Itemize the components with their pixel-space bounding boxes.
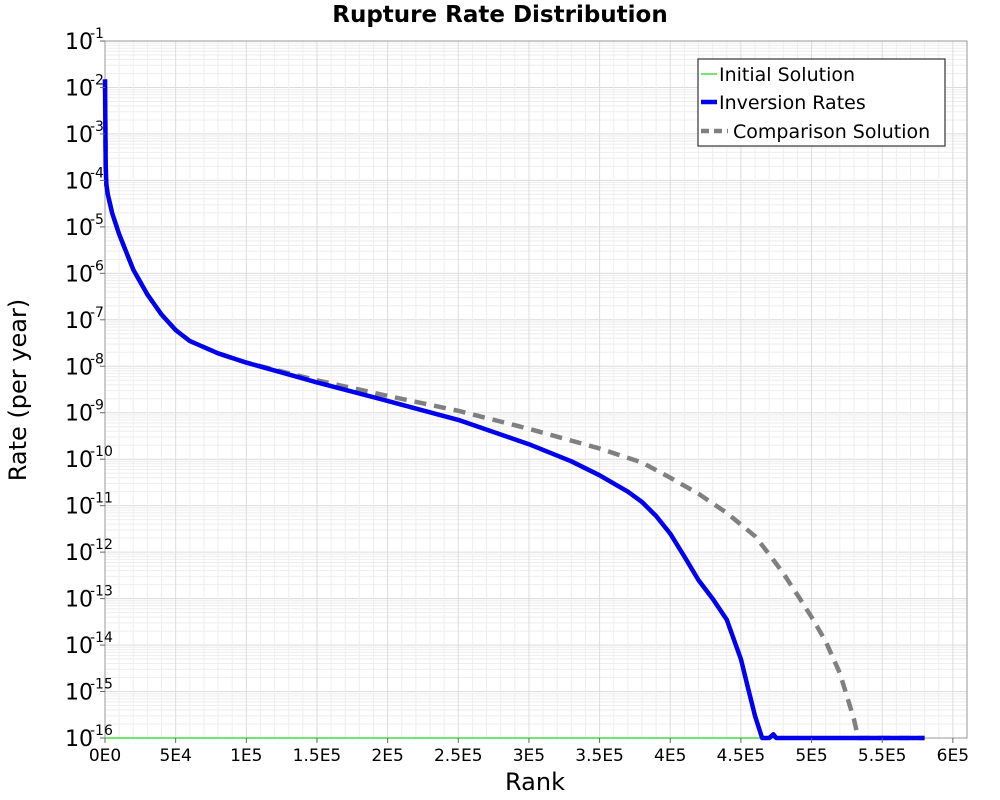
y-tick-exponent: -10 (90, 444, 113, 460)
y-tick-exponent: -8 (90, 351, 104, 367)
x-tick-label: 1E5 (230, 746, 262, 766)
y-axis-label: Rate (per year) (4, 299, 32, 481)
legend-label: Comparison Solution (733, 121, 930, 143)
series-layer (102, 79, 925, 741)
y-tick-base: 10 (65, 588, 93, 613)
y-tick-base: 10 (65, 681, 93, 706)
y-tick-base: 10 (65, 169, 93, 194)
x-tick-label: 3E5 (513, 746, 545, 766)
legend-box (697, 58, 946, 147)
x-tick-label: 0E0 (89, 746, 121, 766)
chart-title: Rupture Rate Distribution (332, 2, 667, 28)
y-tick-exponent: -5 (90, 212, 104, 228)
x-tick-label: 6E5 (937, 746, 969, 766)
y-tick-exponent: -2 (90, 72, 104, 88)
y-tick-base: 10 (65, 216, 93, 241)
legend-label: Inversion Rates (719, 92, 866, 114)
y-tick-exponent: -16 (90, 723, 113, 739)
legend-label: Initial Solution (719, 64, 855, 86)
y-tick-base: 10 (65, 495, 93, 520)
y-tick-exponent: -6 (90, 258, 104, 274)
x-axis-label: Rank (505, 768, 565, 796)
y-tick-base: 10 (65, 402, 93, 427)
y-tick-exponent: -1 (90, 26, 104, 42)
legend: Initial Solution Inversion Rates Compariso… (697, 58, 946, 147)
series-line-inversion-rates (102, 79, 925, 741)
y-tick-base: 10 (65, 30, 93, 55)
y-tick-exponent: -14 (90, 630, 113, 646)
y-tick-exponent: -12 (90, 537, 113, 553)
x-tick-label: 4E5 (654, 746, 686, 766)
y-tick-exponent: -11 (90, 491, 113, 507)
y-tick-base: 10 (65, 541, 93, 566)
y-tick-exponent: -9 (90, 398, 104, 414)
grid (104, 40, 968, 739)
y-tick-exponent: -15 (90, 677, 113, 693)
y-tick-base: 10 (65, 262, 93, 287)
x-tick-label: 3.5E5 (575, 746, 624, 766)
x-tick-label: 2.5E5 (434, 746, 483, 766)
y-tick-base: 10 (65, 727, 93, 752)
y-tick-base: 10 (65, 634, 93, 659)
y-axis-ticks: 10-110-210-310-410-510-610-710-810-910-1… (65, 26, 113, 752)
x-tick-label: 5E5 (795, 746, 827, 766)
x-tick-label: 5E4 (159, 746, 191, 766)
y-tick-exponent: -7 (90, 305, 104, 321)
y-tick-base: 10 (65, 123, 93, 148)
y-tick-base: 10 (65, 448, 93, 473)
y-tick-exponent: -3 (90, 119, 104, 135)
x-tick-label: 1.5E5 (293, 746, 342, 766)
y-tick-base: 10 (65, 355, 93, 380)
x-tick-label: 5.5E5 (858, 746, 907, 766)
y-tick-exponent: -4 (90, 165, 104, 181)
y-tick-exponent: -13 (90, 584, 113, 600)
x-axis-ticks: 0E0 5E4 1E5 1.5E5 2E5 2.5E5 3E5 3.5E5 4E5 4.5E5 5E… (89, 738, 969, 766)
x-tick-label: 2E5 (371, 746, 403, 766)
y-tick-base: 10 (65, 76, 93, 101)
x-tick-label: 4.5E5 (717, 746, 766, 766)
y-tick-base: 10 (65, 309, 93, 334)
